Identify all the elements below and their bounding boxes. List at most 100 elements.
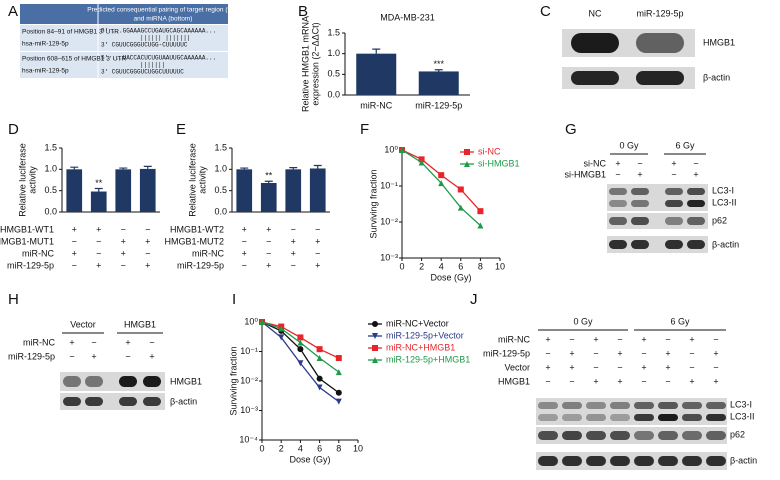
- condition-sign: +: [91, 351, 96, 361]
- condition-sign: +: [242, 248, 247, 258]
- condition-sign: −: [713, 334, 718, 344]
- x-tick-label: miR-129-5p: [415, 100, 462, 110]
- group-label: 0 Gy: [573, 316, 593, 326]
- condition-sign: +: [713, 376, 718, 386]
- bar: [309, 168, 326, 212]
- blot-band: [665, 240, 683, 249]
- group-label: HMGB1: [124, 319, 156, 329]
- y-axis-label: Relative luciferase: [187, 143, 197, 217]
- condition-sign: −: [69, 351, 74, 361]
- condition-sign: +: [291, 248, 296, 258]
- protein-label: LC3-I: [730, 399, 752, 409]
- panel-label: C: [540, 3, 551, 20]
- panel-label: G: [565, 121, 577, 138]
- blot-band: [610, 402, 630, 409]
- condition-sign: +: [72, 224, 77, 234]
- condition-sign: +: [693, 169, 698, 179]
- blot-band: [538, 431, 558, 440]
- blot-band: [143, 376, 161, 387]
- blot-background: [607, 236, 708, 253]
- condition-sign: −: [569, 334, 574, 344]
- x-tick-label: 6: [317, 443, 322, 453]
- protein-label: LC3-I: [712, 185, 734, 195]
- condition-sign: −: [545, 348, 550, 358]
- blot-band: [658, 456, 678, 466]
- marker: [457, 204, 464, 211]
- protein-label: HMGB1: [170, 376, 202, 386]
- lane-label: miR-129-5p: [636, 8, 683, 18]
- protein-label: β-actin: [170, 396, 197, 406]
- y-axis-label: Relative luciferase: [17, 143, 27, 217]
- condition-sign: −: [665, 334, 670, 344]
- blot-band: [682, 402, 702, 409]
- blot-band: [538, 402, 558, 409]
- error-bar: [434, 69, 443, 72]
- protein-label: p62: [730, 429, 745, 439]
- significance: ***: [433, 59, 444, 69]
- blot-background: [536, 410, 727, 425]
- condition-name: HMGB1: [498, 376, 530, 386]
- marker: [335, 355, 342, 362]
- condition-sign: +: [72, 248, 77, 258]
- condition-sign: −: [641, 376, 646, 386]
- pairing: |||||| |||||||: [140, 35, 190, 42]
- x-tick-label: 10: [495, 261, 505, 271]
- y-tick-label: 1.5: [214, 142, 227, 152]
- condition-sign: −: [665, 376, 670, 386]
- y-tick-label: 0.0: [327, 89, 340, 99]
- bar: [260, 182, 277, 212]
- blot-band: [586, 456, 606, 466]
- y-tick-label: 0.0: [44, 206, 57, 216]
- blot-background: [536, 452, 727, 470]
- blot-background: [60, 393, 165, 410]
- y-tick-label: 1.5: [327, 27, 340, 37]
- table-site: Position 608–615 of HMGB1 3′ UTR: [22, 56, 126, 63]
- marker: [316, 346, 323, 353]
- marker: [372, 345, 378, 351]
- blot-band: [562, 402, 582, 409]
- legend-label: miR-NC+Vector: [386, 318, 449, 328]
- table-header-bg: [20, 4, 228, 24]
- blot-band: [562, 414, 582, 421]
- condition-sign: +: [615, 158, 620, 168]
- y-tick-label: 10⁻¹: [380, 180, 398, 190]
- x-tick-label: 6: [458, 261, 463, 271]
- condition-sign: −: [145, 248, 150, 258]
- group-label: Vector: [70, 319, 96, 329]
- marker: [297, 339, 304, 346]
- blot-band: [586, 402, 606, 409]
- blot-band: [609, 240, 627, 249]
- blot-band: [63, 376, 81, 387]
- blot-band: [687, 188, 705, 195]
- condition-sign: −: [641, 348, 646, 358]
- panel-label: B: [298, 3, 308, 20]
- condition-sign: −: [291, 260, 296, 270]
- condition-sign: −: [266, 248, 271, 258]
- condition-sign: +: [545, 362, 550, 372]
- condition-sign: +: [689, 376, 694, 386]
- protein-label: β-actin: [730, 455, 757, 465]
- y-tick-label: 10⁰: [384, 144, 398, 154]
- error-bar: [70, 166, 79, 170]
- condition-sign: −: [689, 348, 694, 358]
- legend-label: miR-129-5p+Vector: [386, 330, 464, 340]
- blot-band: [636, 71, 684, 85]
- marker: [278, 334, 285, 341]
- condition-sign: +: [665, 348, 670, 358]
- condition-sign: −: [671, 169, 676, 179]
- blot-band: [571, 33, 619, 53]
- error-bar: [94, 187, 103, 192]
- table-mirna: hsa-miR-129-5p: [22, 68, 69, 75]
- y-axis-label: expression (2−ΔΔCt): [310, 22, 320, 105]
- condition-name: miR-129-5p: [483, 348, 530, 358]
- protein-label: β-actin: [712, 239, 739, 249]
- y-tick-label: 1.0: [327, 48, 340, 58]
- marker: [418, 156, 425, 163]
- blot-band: [682, 456, 702, 466]
- blot-band: [658, 402, 678, 409]
- blot-band: [658, 414, 678, 421]
- blot-band: [687, 217, 705, 225]
- condition-sign: +: [291, 236, 296, 246]
- condition-sign: −: [91, 337, 96, 347]
- bar: [285, 169, 302, 212]
